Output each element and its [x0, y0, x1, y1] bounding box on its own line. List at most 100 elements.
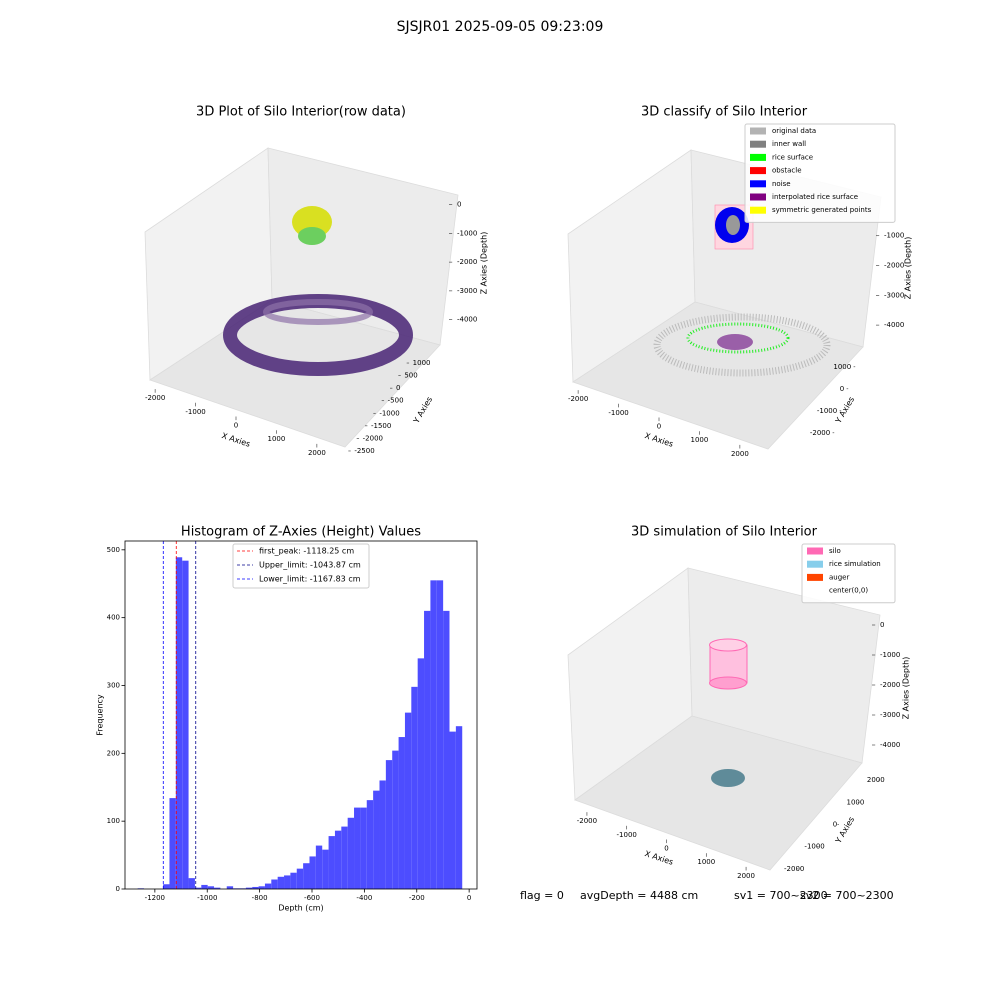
legend-swatch: [750, 153, 766, 161]
z-tick-label: -4000: [884, 321, 904, 329]
pane: [574, 715, 863, 871]
z-tick-label: -3000: [880, 711, 900, 719]
bar: [194, 887, 202, 889]
x-tick-label: -600: [304, 894, 320, 902]
pane: [572, 301, 864, 450]
cloud: [717, 334, 753, 350]
x-tick-label: 2000: [731, 450, 749, 458]
y-tick-label: 0: [116, 885, 120, 893]
x-tick-label: -400: [356, 894, 372, 902]
y-tick-label: -500: [388, 397, 404, 405]
axes-frame: [124, 540, 478, 890]
y-tick-label: 1000: [833, 363, 851, 371]
y-tick-label: -2000: [784, 865, 804, 873]
bar: [347, 817, 355, 889]
y-tick-label: 0: [840, 385, 844, 393]
y-tick-label: 0: [396, 384, 400, 392]
x-tick-label: -1000: [608, 409, 628, 417]
footer-text: flag = 0: [520, 889, 564, 902]
z-tick-label: -3000: [884, 291, 904, 299]
x-tick-label: -1000: [185, 408, 205, 416]
y-tick-label: 2000: [867, 776, 885, 784]
legend-label: original data: [772, 127, 816, 135]
legend-swatch: [807, 573, 823, 581]
x-axis-label: Depth (cm): [278, 904, 323, 913]
cloud: [298, 227, 326, 245]
x-tick-label: -2000: [145, 394, 165, 402]
z-tick-label: -2000: [884, 262, 904, 270]
x-tick-label: -2000: [568, 395, 588, 403]
x-tick-label: -2000: [577, 817, 597, 825]
bar: [175, 557, 183, 889]
legend-label: silo: [829, 547, 841, 555]
bar: [443, 610, 450, 889]
z-axis-label: Z Axies (Depth): [904, 237, 913, 300]
bar: [455, 726, 463, 889]
legend-label: Lower_limit: -1167.83 cm: [259, 575, 361, 584]
legend-swatch: [750, 140, 766, 148]
z-tick-label: 0: [880, 621, 884, 629]
z-tick-label: -4000: [457, 316, 477, 324]
x-tick-label: 1000: [268, 435, 286, 443]
z-tick-label: -4000: [880, 741, 900, 749]
bar: [328, 836, 335, 889]
x-tick-label: 2000: [308, 449, 326, 457]
bar: [430, 580, 437, 889]
y-tick-label: 1000: [846, 798, 864, 806]
x-tick-label: 1000: [697, 858, 715, 866]
y-tick-label: 500: [404, 372, 417, 380]
legend-label: interpolated rice surface: [772, 193, 858, 201]
legend-box: [801, 543, 896, 604]
bar: [373, 790, 380, 889]
legend-swatch: [750, 167, 766, 175]
bar: [315, 845, 323, 889]
z-axis-label: Z Axies (Depth): [480, 232, 489, 295]
bar: [417, 658, 425, 889]
bar: [411, 686, 418, 889]
bar: [226, 886, 234, 889]
point-cloud: [223, 204, 831, 787]
cloud: [709, 638, 747, 652]
legend-swatch: [750, 206, 766, 214]
x-tick-label: -1000: [617, 831, 637, 839]
bar: [322, 849, 329, 889]
y-tick-label: 500: [107, 546, 120, 554]
bar: [379, 780, 386, 889]
legend-box: [232, 543, 370, 589]
legend-label: obstacle: [772, 167, 802, 175]
plot-title: 3D classify of Silo Interior: [641, 105, 808, 120]
legend-label: first_peak: -1118.25 cm: [259, 547, 354, 556]
y-tick-label: 0: [833, 821, 837, 829]
bar: [284, 875, 291, 889]
bar: [271, 879, 278, 889]
footer-text: avgDepth = 4488 cm: [580, 889, 698, 902]
bar: [354, 807, 361, 889]
bar: [303, 863, 310, 889]
bar: [214, 887, 221, 889]
legend-label: symmetric generated points: [772, 206, 872, 214]
bar: [424, 610, 431, 889]
legend-swatch: [807, 587, 823, 595]
y-tick-label: -1000: [804, 843, 824, 851]
y-tick-label: -2000: [363, 434, 383, 442]
legend-swatch: [750, 127, 766, 135]
legend-box: [744, 123, 896, 223]
y-tick-label: 100: [107, 817, 120, 825]
bar: [334, 830, 342, 889]
bar: [258, 886, 265, 889]
legend-swatch: [750, 193, 766, 201]
bar: [201, 884, 208, 889]
y-tick-label: -2500: [354, 447, 374, 455]
bar: [245, 887, 253, 889]
x-tick-label: 0: [467, 894, 471, 902]
y-axis-label: Frequency: [96, 694, 105, 736]
legend-label: auger: [829, 573, 849, 581]
z-tick-label: 0: [457, 201, 461, 209]
x-tick-label: -1200: [145, 894, 165, 902]
bar: [449, 731, 456, 889]
y-tick-label: -1000: [379, 409, 399, 417]
cloud: [686, 322, 790, 354]
footer-text: sv2 = 700~2300: [800, 889, 894, 902]
bar: [366, 800, 374, 889]
x-tick-label: -800: [252, 894, 268, 902]
